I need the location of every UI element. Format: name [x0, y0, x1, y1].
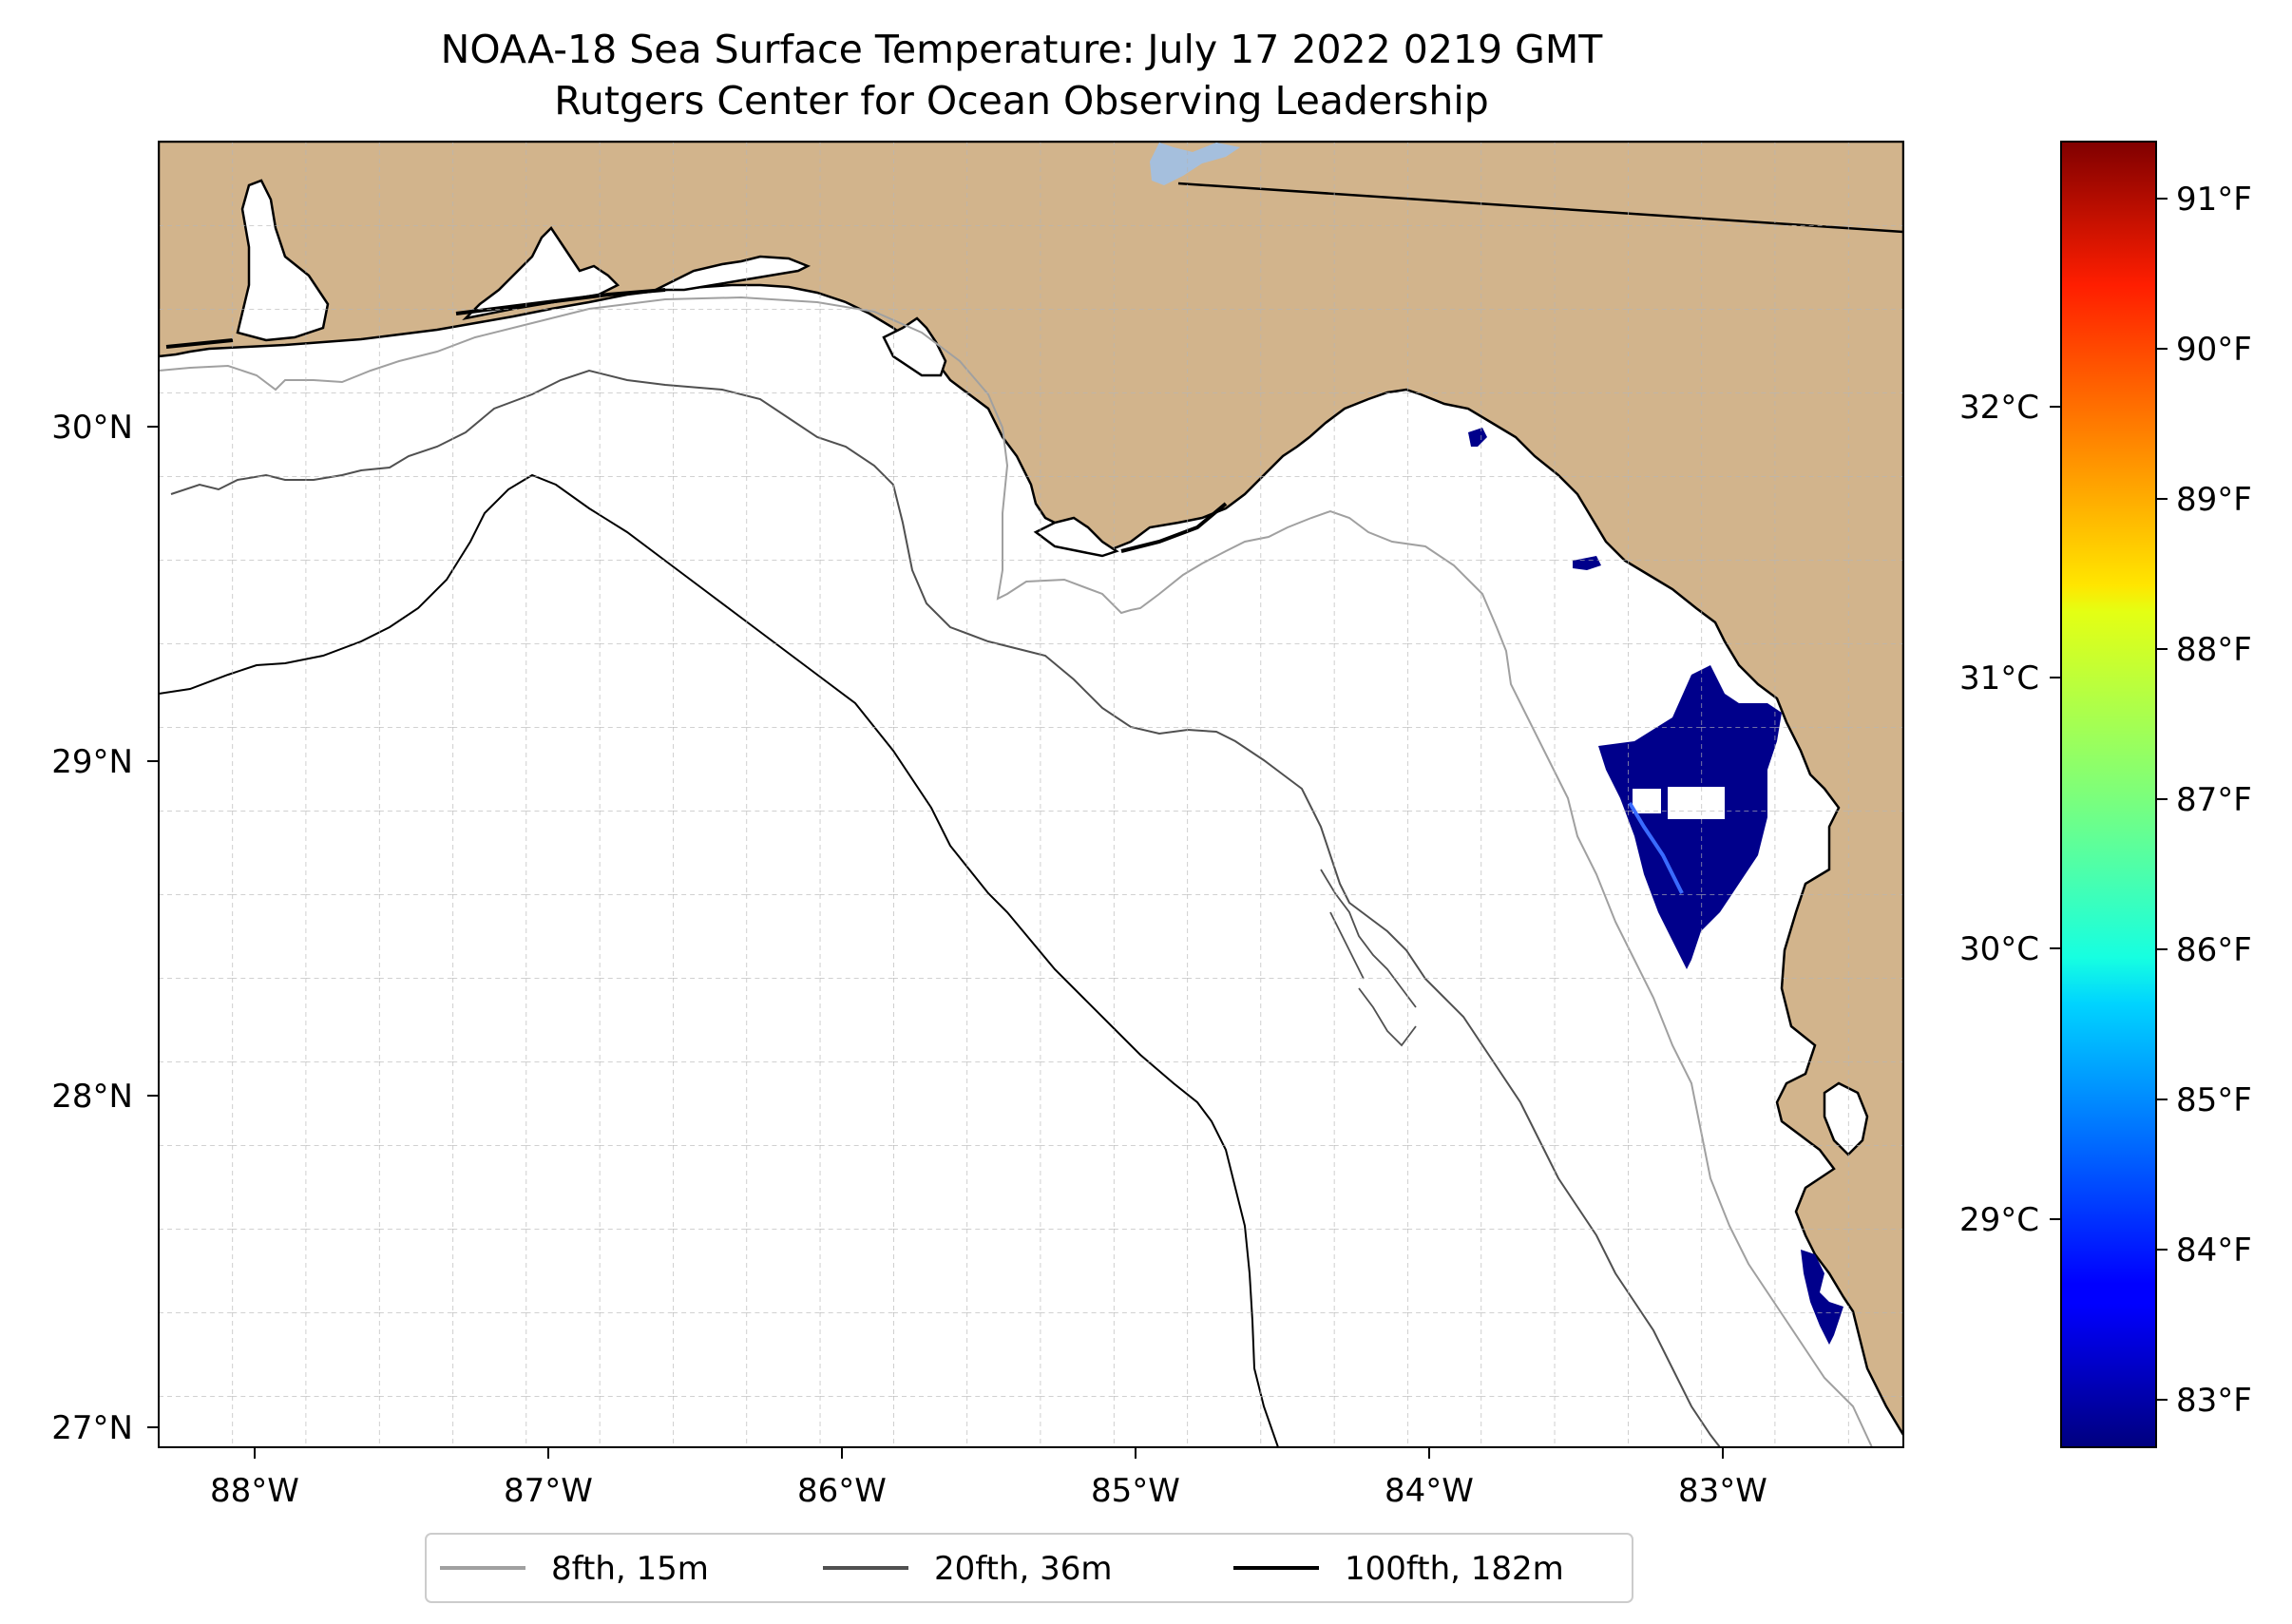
cbar-f-label: 91°F: [2176, 181, 2252, 219]
lat-label: 28°N: [51, 1078, 133, 1116]
gridlines: [159, 142, 1903, 1447]
cbar-f-label: 84°F: [2176, 1232, 2252, 1270]
title-line-2: Rutgers Center for Ocean Observing Leade…: [554, 78, 1489, 124]
lat-label: 30°N: [51, 409, 133, 447]
cbar-f-label: 85°F: [2176, 1081, 2252, 1119]
cbar-f-label: 89°F: [2176, 481, 2252, 519]
lon-ticks: [254, 1447, 1724, 1459]
cbar-f-label: 83°F: [2176, 1382, 2252, 1420]
lon-label: 84°W: [1385, 1472, 1474, 1510]
lon-label: 87°W: [504, 1472, 593, 1510]
legend: 8fth, 15m 20fth, 36m 100fth, 182m: [425, 1533, 1633, 1603]
cbar-c-label: 30°C: [1959, 930, 2039, 968]
lon-label: 83°W: [1678, 1472, 1767, 1510]
cbar-f-label: 86°F: [2176, 931, 2252, 969]
legend-label: 20fth, 36m: [934, 1550, 1113, 1588]
map-area: [159, 142, 1903, 1447]
cbar-c-label: 31°C: [1959, 659, 2039, 697]
lat-label: 27°N: [51, 1409, 133, 1447]
cbar-c-label: 32°C: [1959, 389, 2039, 427]
legend-box: [425, 1533, 1633, 1603]
map-frame: [158, 141, 1904, 1448]
lat-label: 29°N: [51, 743, 133, 781]
colorbar-gradient: [2060, 141, 2157, 1448]
cbar-f-label: 87°F: [2176, 781, 2252, 819]
lon-label: 88°W: [210, 1472, 299, 1510]
lon-label: 85°W: [1091, 1472, 1180, 1510]
colorbar: 91°F 90°F 89°F 88°F 87°F 86°F 85°F 84°F …: [1959, 141, 2252, 1448]
legend-label: 100fth, 182m: [1345, 1550, 1564, 1588]
lon-label: 86°W: [797, 1472, 887, 1510]
legend-label: 8fth, 15m: [551, 1550, 709, 1588]
cbar-c-label: 29°C: [1959, 1201, 2039, 1239]
cbar-f-label: 90°F: [2176, 331, 2252, 369]
cbar-f-label: 88°F: [2176, 631, 2252, 669]
lat-ticks: [147, 426, 159, 1428]
title-line-1: NOAA-18 Sea Surface Temperature: July 17…: [441, 27, 1604, 72]
